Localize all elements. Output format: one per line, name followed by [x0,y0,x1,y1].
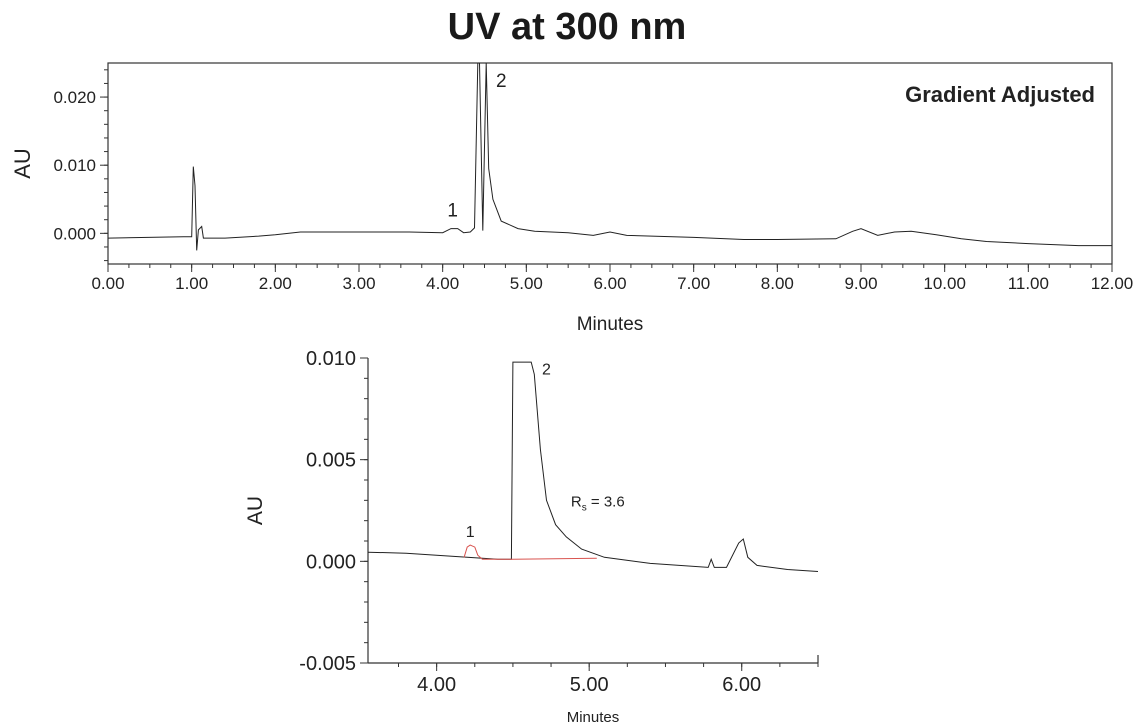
chart-inset-plot-series-line [368,362,818,571]
chart-top-plot-y-axis-label: AU [10,148,35,179]
chart-top-plot-x-tick-label: 12.00 [1091,274,1134,293]
resolution-value: = 3.6 [587,493,625,510]
chart-inset-plot-peak-label: 2 [542,361,551,378]
chart-top-plot-y-tick-label: 0.010 [53,156,96,175]
chart-top-plot-x-tick-label: 11.00 [1008,274,1049,293]
chart-top-plot-x-tick-label: 2.00 [259,274,292,293]
chart-top-plot-x-tick-label: 6.00 [593,274,626,293]
chart-top-plot-x-tick-label: 10.00 [923,274,966,293]
chart-inset-plot-x-tick-label: 6.00 [722,674,761,696]
chart-inset-plot-y-tick-label: 0.010 [306,348,356,370]
chart-inset-plot-y-tick-label: -0.005 [299,653,356,675]
chart-top-plot-peak-label: 1 [447,200,458,221]
chart-top-plot-peak-label: 2 [496,71,507,92]
chart-inset-plot-series-line [464,545,597,559]
chart-inset-plot-x-axis-label: Minutes [567,709,620,726]
chart-top-plot-x-tick-label: 9.00 [844,274,877,293]
chart-inset-plot-y-tick-label: 0.000 [306,551,356,573]
chart-top-plot-x-axis-label: Minutes [577,314,644,335]
chart-top-plot: 0.00 1.00 2.00 3.00 4.00 5.00 6.00 7.00 8.00 9.00… [10,63,1133,335]
chart-inset-plot-y-axis-label: AU [244,496,267,525]
chart-top-plot-x-tick-label: 3.00 [342,274,375,293]
resolution-annotation: Rs = 3.6 [571,493,625,513]
chart-top-plot-x-tick-label: 8.00 [761,274,794,293]
resolution-symbol: R [571,493,582,510]
chart-inset-plot-x-tick-label: 4.00 [417,674,456,696]
chart-top-plot-x-tick-label: 7.00 [677,274,710,293]
chart-inset-plot-peak-label: 1 [466,524,475,541]
chart-top-plot-x-tick-label: 4.00 [426,274,459,293]
chart-top-plot-y-tick-label: 0.000 [53,224,96,243]
chart-top-plot-x-tick-label: 1.00 [175,274,208,293]
chart-top-plot-x-tick-label: 5.00 [510,274,543,293]
chart-top-plot-x-tick-label: 0.00 [91,274,124,293]
gradient-adjusted-annotation: Gradient Adjusted [905,82,1095,107]
chart-inset-plot-x-tick-label: 5.00 [570,674,609,696]
chart-inset-plot: 4.00 5.00 6.00 0.010 0.005 0.000 -0.005 Minutes… [244,348,818,726]
chart-top-plot-y-tick-label: 0.020 [53,88,96,107]
chart-inset-plot-y-tick-label: 0.005 [306,450,356,472]
